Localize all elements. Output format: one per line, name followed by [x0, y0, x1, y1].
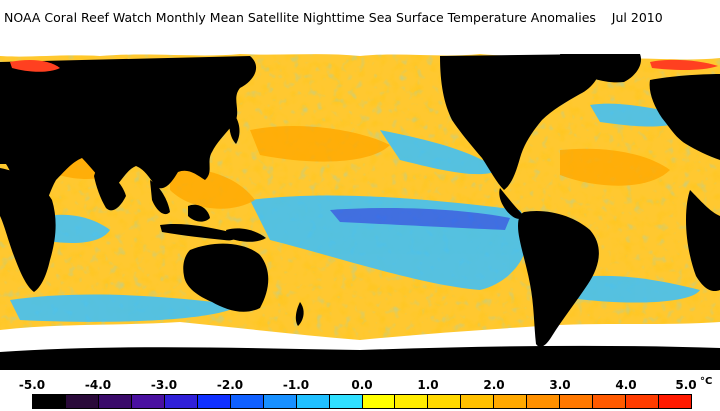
color-swatch	[593, 395, 627, 408]
color-swatch	[527, 395, 561, 408]
color-swatch	[329, 395, 363, 408]
color-swatch	[494, 395, 528, 408]
new-zealand	[295, 302, 304, 326]
greenland	[560, 54, 642, 83]
south-america	[518, 210, 599, 347]
color-swatch	[263, 395, 297, 408]
color-swatch	[428, 395, 462, 408]
color-swatch	[362, 395, 396, 408]
legend-unit: °C	[700, 376, 713, 387]
africa-east	[686, 190, 720, 292]
color-swatch	[560, 395, 594, 408]
indonesia	[160, 223, 236, 241]
color-swatch	[626, 395, 660, 408]
central-america	[499, 188, 524, 219]
color-scale-bar	[32, 394, 692, 409]
legend-tick-label: -4.0	[84, 378, 112, 392]
land	[0, 54, 720, 370]
legend-tick-label: 0.0	[351, 378, 373, 392]
color-swatch	[659, 395, 692, 408]
africa	[0, 168, 56, 292]
color-swatch	[296, 395, 330, 408]
legend-tick-label: 4.0	[615, 378, 637, 392]
legend-tick-label: -5.0	[18, 378, 46, 392]
color-swatch	[65, 395, 99, 408]
antarctica	[0, 345, 720, 370]
sst-anomaly-map	[0, 40, 720, 370]
new-guinea	[226, 228, 266, 242]
legend-tick-label: -3.0	[150, 378, 178, 392]
borneo	[188, 204, 210, 222]
map-title-bar: NOAA Coral Reef Watch Monthly Mean Satel…	[0, 0, 720, 40]
southeast-asia	[150, 180, 170, 215]
hot-spots	[10, 59, 718, 72]
japan	[229, 112, 240, 144]
color-swatch	[131, 395, 165, 408]
color-swatch	[98, 395, 132, 408]
color-swatch	[230, 395, 264, 408]
color-swatch	[33, 395, 66, 408]
europe-right	[649, 74, 720, 160]
color-swatch	[164, 395, 198, 408]
legend-tick-label: 5.0	[675, 378, 697, 392]
india	[94, 170, 126, 211]
eurasia	[0, 56, 257, 212]
north-america	[440, 54, 602, 190]
map-title: NOAA Coral Reef Watch Monthly Mean Satel…	[4, 10, 663, 25]
color-swatch	[461, 395, 495, 408]
legend-tick-label: 1.0	[417, 378, 439, 392]
legend-tick-label: -2.0	[216, 378, 244, 392]
legend-tick-label: 3.0	[549, 378, 571, 392]
legend-tick-label: -1.0	[282, 378, 310, 392]
color-swatch	[395, 395, 429, 408]
australia	[183, 243, 269, 312]
color-swatch	[197, 395, 231, 408]
legend: -5.0 -4.0 -3.0 -2.0 -1.0 0.0 1.0 2.0 3.0…	[0, 370, 720, 411]
legend-tick-label: 2.0	[483, 378, 505, 392]
